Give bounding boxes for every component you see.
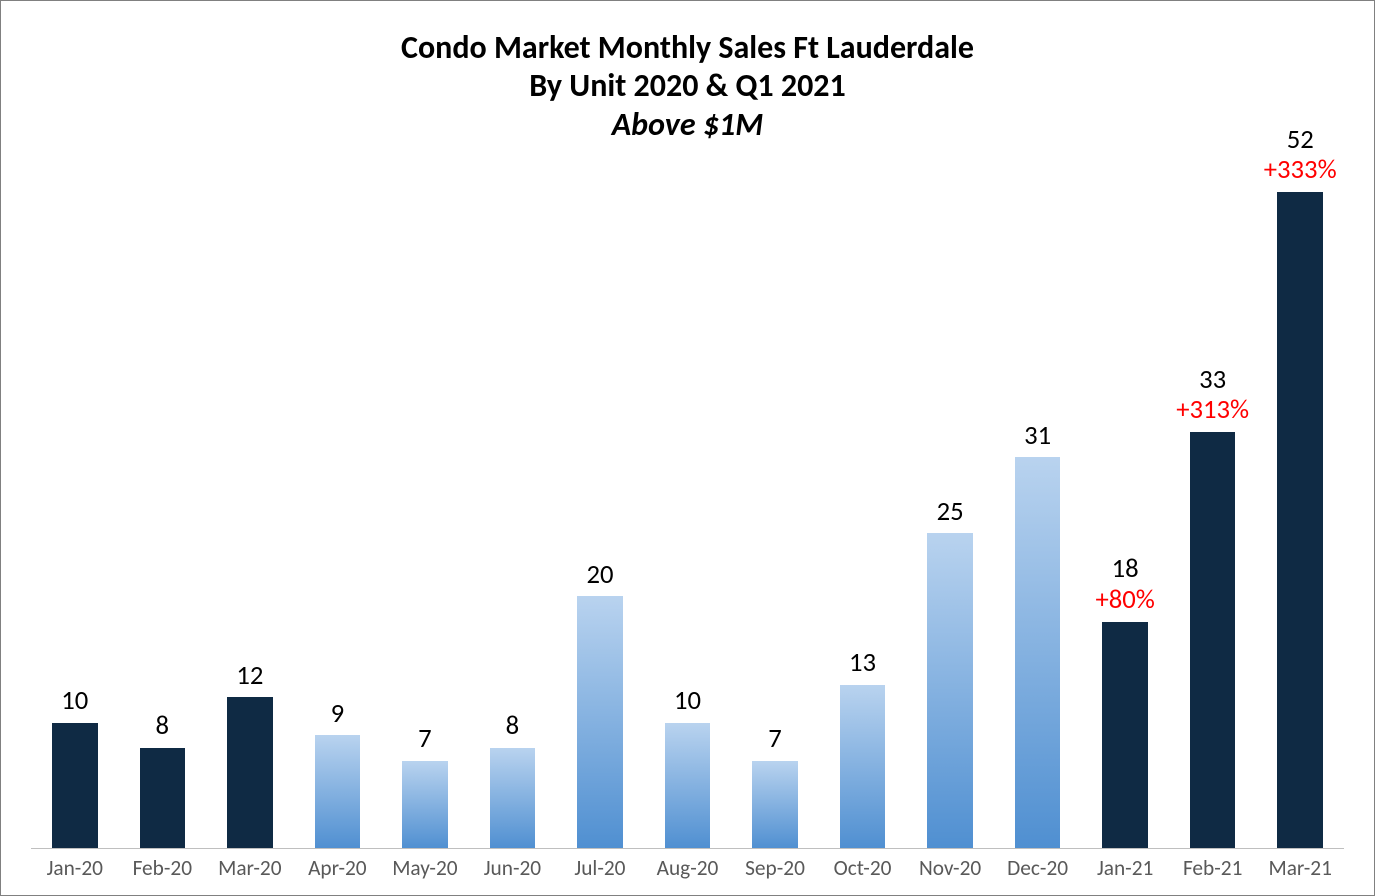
bar <box>315 735 361 849</box>
x-axis-label: Mar-20 <box>206 849 294 881</box>
bar-slot: 9 <box>294 154 382 849</box>
bar-value-label: 13 <box>849 648 876 679</box>
bar-value-label: 25 <box>937 497 964 528</box>
bar-slot: 10 <box>31 154 119 849</box>
x-axis-label: Dec-20 <box>994 849 1082 881</box>
bar-label-group: 10 <box>674 686 701 717</box>
bar-slot: 20 <box>556 154 644 849</box>
bar-label-group: 10 <box>61 686 88 717</box>
x-axis-label: Feb-20 <box>119 849 207 881</box>
chart-title-line2: By Unit 2020 & Q1 2021 <box>21 67 1354 105</box>
x-axis-label: May-20 <box>381 849 469 881</box>
bar-slot: 7 <box>731 154 819 849</box>
bar-label-group: 8 <box>506 711 520 742</box>
x-axis-label: Jan-20 <box>31 849 119 881</box>
x-labels-row: Jan-20Feb-20Mar-20Apr-20May-20Jun-20Jul-… <box>31 849 1344 885</box>
bar-value-label: 33 <box>1176 365 1249 396</box>
bar-slot: 8 <box>469 154 557 849</box>
bar-pct-label: +333% <box>1264 155 1337 186</box>
bar <box>1190 432 1236 849</box>
bar-value-label: 18 <box>1095 554 1154 585</box>
bar <box>1277 192 1323 849</box>
bar-label-group: 7 <box>768 724 782 755</box>
chart-frame: Condo Market Monthly Sales Ft Lauderdale… <box>0 0 1375 896</box>
bar <box>227 697 273 849</box>
bar-value-label: 8 <box>156 711 170 742</box>
bar-slot: 33+313% <box>1169 154 1257 849</box>
bar-value-label: 12 <box>236 661 263 692</box>
bar-label-group: 9 <box>331 699 345 730</box>
bar-value-label: 10 <box>61 686 88 717</box>
bar <box>402 761 448 849</box>
bar-label-group: 20 <box>586 560 613 591</box>
x-axis-label: Sep-20 <box>731 849 819 881</box>
bar <box>665 723 711 849</box>
bar-label-group: 7 <box>418 724 432 755</box>
chart-title-line1: Condo Market Monthly Sales Ft Lauderdale <box>21 29 1354 67</box>
bar-value-label: 8 <box>506 711 520 742</box>
x-axis-label: Apr-20 <box>294 849 382 881</box>
chart-title: Condo Market Monthly Sales Ft Lauderdale… <box>21 29 1354 144</box>
x-axis-label: Aug-20 <box>644 849 732 881</box>
bar-value-label: 10 <box>674 686 701 717</box>
x-axis-label: Jul-20 <box>556 849 644 881</box>
bar <box>927 533 973 849</box>
bar-slot: 7 <box>381 154 469 849</box>
bars-row: 10 8 12 9 7 8 20 10 7 13 25 31 18+80% 33+313%52+333% <box>31 154 1344 849</box>
bar-value-label: 9 <box>331 699 345 730</box>
bar-label-group: 52+333% <box>1264 125 1337 186</box>
bar-slot: 12 <box>206 154 294 849</box>
bar-slot: 8 <box>119 154 207 849</box>
bar <box>52 723 98 849</box>
bar-value-label: 7 <box>768 724 782 755</box>
bar-slot: 31 <box>994 154 1082 849</box>
bar <box>1015 457 1061 849</box>
bar <box>577 596 623 849</box>
bar <box>490 748 536 849</box>
bar-label-group: 31 <box>1024 421 1051 452</box>
bar-label-group: 25 <box>937 497 964 528</box>
x-axis-label: Jan-21 <box>1081 849 1169 881</box>
bar-pct-label: +80% <box>1095 585 1154 616</box>
bar-label-group: 18+80% <box>1095 554 1154 615</box>
bar-label-group: 12 <box>236 661 263 692</box>
bar-slot: 52+333% <box>1256 154 1344 849</box>
bar-slot: 10 <box>644 154 732 849</box>
bar-value-label: 7 <box>418 724 432 755</box>
bar-pct-label: +313% <box>1176 395 1249 426</box>
bar-value-label: 20 <box>586 560 613 591</box>
bar <box>1102 622 1148 849</box>
bar-value-label: 31 <box>1024 421 1051 452</box>
bar <box>140 748 186 849</box>
bar-label-group: 33+313% <box>1176 365 1249 426</box>
bar-slot: 13 <box>819 154 907 849</box>
plot-area: 108129782010713253118+80%33+313%52+333% … <box>31 154 1344 885</box>
chart-title-line3: Above $1M <box>21 106 1354 144</box>
bar-value-label: 52 <box>1264 125 1337 156</box>
bar-slot: 18+80% <box>1081 154 1169 849</box>
bar <box>752 761 798 849</box>
x-axis-label: Feb-21 <box>1169 849 1257 881</box>
bar-label-group: 13 <box>849 648 876 679</box>
bar-label-group: 8 <box>156 711 170 742</box>
bar <box>840 685 886 849</box>
bar-slot: 25 <box>906 154 994 849</box>
x-axis-label: Mar-21 <box>1256 849 1344 881</box>
x-axis-label: Jun-20 <box>469 849 557 881</box>
x-axis-label: Oct-20 <box>819 849 907 881</box>
x-axis-label: Nov-20 <box>906 849 994 881</box>
